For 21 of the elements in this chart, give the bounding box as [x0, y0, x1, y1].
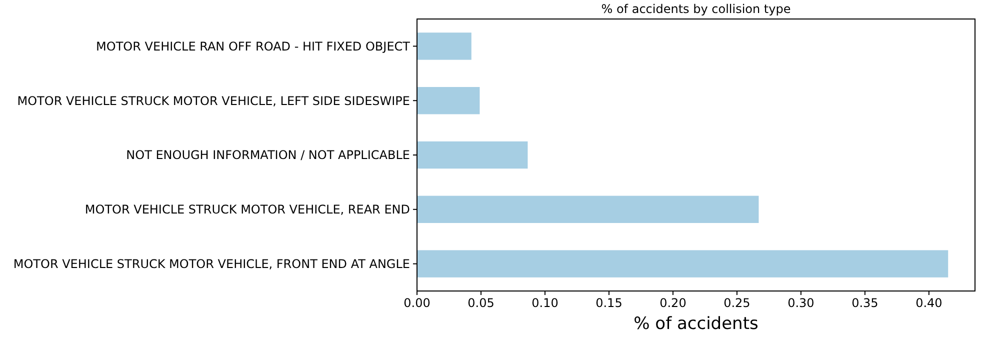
- bar: [417, 141, 528, 169]
- x-tick-label: 0.10: [532, 296, 558, 310]
- x-tick-label: 0.25: [724, 296, 750, 310]
- x-tick-label: 0.35: [852, 296, 878, 310]
- y-tick-label: NOT ENOUGH INFORMATION / NOT APPLICABLE: [126, 148, 410, 162]
- y-tick-label: MOTOR VEHICLE STRUCK MOTOR VEHICLE, REAR END: [84, 202, 410, 217]
- x-tick-label: 0.15: [596, 296, 622, 310]
- chart-title: % of accidents by collision type: [601, 2, 791, 16]
- x-tick-label: 0.20: [660, 296, 686, 310]
- y-tick-label: MOTOR VEHICLE RAN OFF ROAD - HIT FIXED OBJECT: [96, 39, 411, 54]
- x-tick-label: 0.30: [788, 296, 814, 310]
- x-tick-label: 0.40: [916, 296, 942, 310]
- bar: [417, 250, 948, 278]
- x-tick-label: 0.00: [404, 296, 430, 310]
- bar: [417, 32, 472, 60]
- y-tick-label: MOTOR VEHICLE STRUCK MOTOR VEHICLE, FRONT END AT ANGLE: [13, 257, 410, 271]
- y-tick-label: MOTOR VEHICLE STRUCK MOTOR VEHICLE, LEFT SIDE SIDESWIPE: [17, 94, 410, 108]
- bar: [417, 196, 759, 223]
- bar: [417, 87, 480, 114]
- x-axis-title: % of accidents: [634, 314, 759, 334]
- x-tick-label: 0.05: [468, 296, 494, 310]
